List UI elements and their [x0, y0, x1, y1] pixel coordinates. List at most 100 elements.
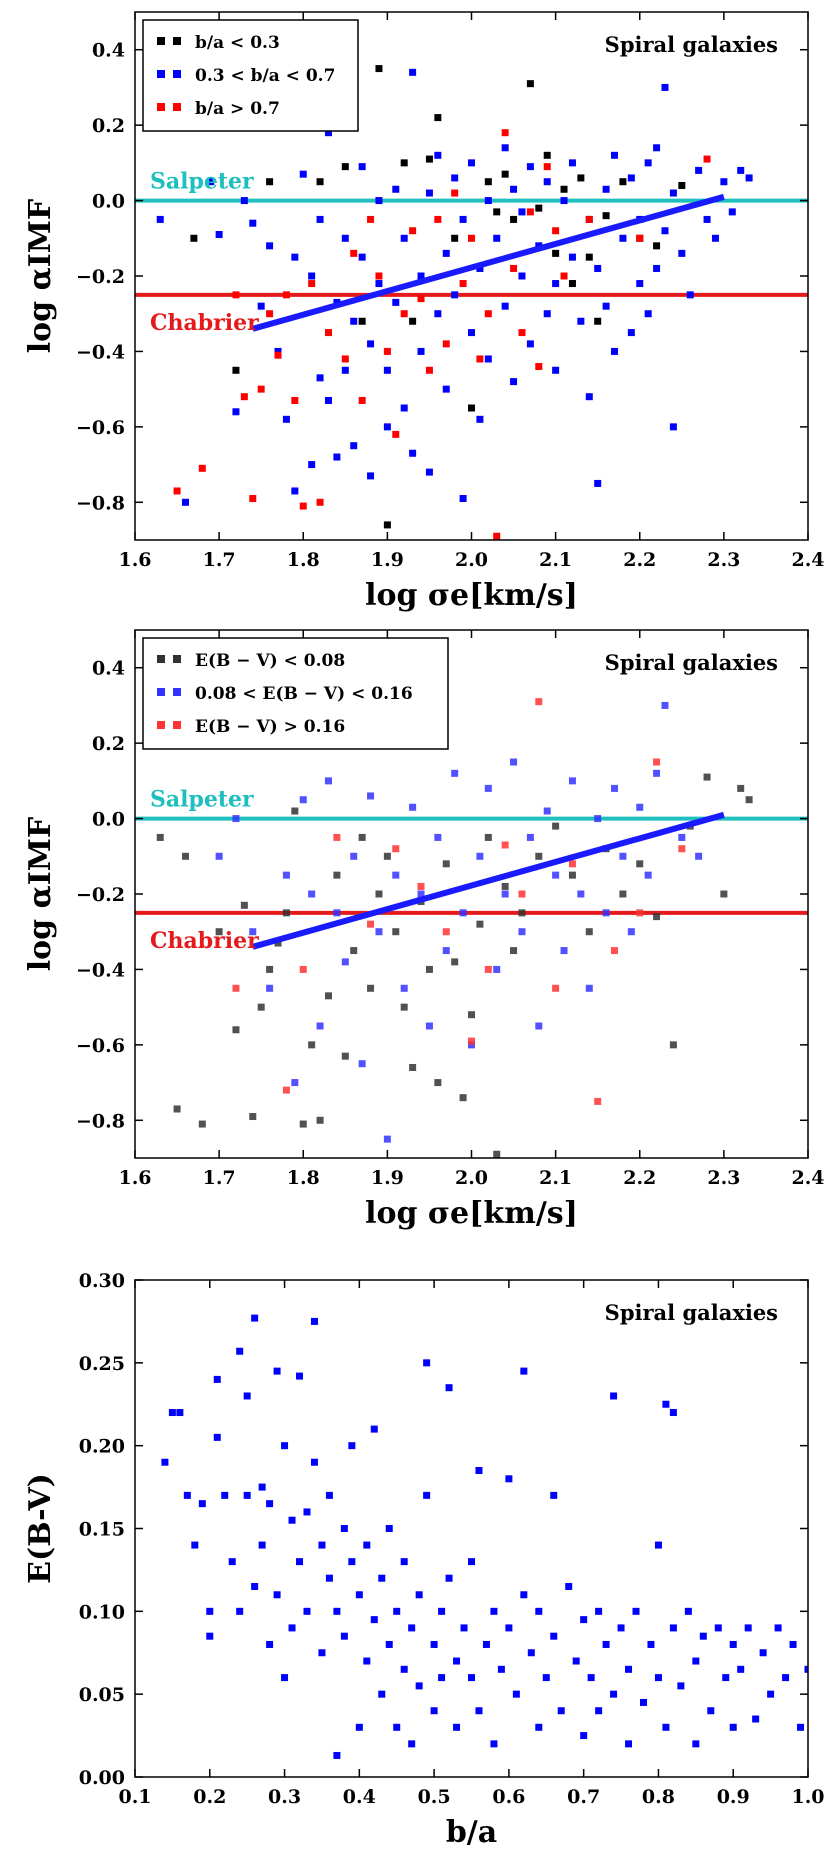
data-point-series-0 — [490, 1607, 498, 1615]
data-point-series-1 — [324, 396, 332, 404]
data-point-series-1 — [358, 1060, 366, 1068]
data-point-series-0 — [243, 1491, 251, 1499]
data-point-series-1 — [409, 449, 417, 457]
data-points — [156, 65, 753, 540]
y-tick-label: 0.20 — [79, 1436, 125, 1458]
data-point-series-0 — [221, 1491, 229, 1499]
data-point-series-1 — [468, 159, 475, 167]
data-point-series-1 — [409, 803, 417, 811]
data-point-series-1 — [341, 234, 349, 242]
data-point-series-1 — [493, 965, 501, 973]
x-tick-label: 0.4 — [343, 1786, 376, 1808]
data-point-series-0 — [543, 151, 551, 159]
data-point-series-1 — [695, 852, 703, 860]
data-point-series-1 — [299, 796, 307, 804]
data-point-series-2 — [451, 189, 459, 197]
data-point-series-0 — [251, 1314, 259, 1322]
data-point-series-0 — [677, 1682, 685, 1690]
data-point-series-1 — [476, 415, 484, 423]
data-point-series-1 — [400, 234, 408, 242]
data-point-series-0 — [722, 1674, 730, 1682]
data-point-series-0 — [341, 1052, 349, 1060]
data-point-series-2 — [417, 882, 425, 890]
data-point-series-0 — [501, 170, 509, 178]
y-tick-label: −0.6 — [76, 417, 125, 439]
data-point-series-0 — [333, 1751, 341, 1759]
data-point-series-0 — [303, 1607, 311, 1615]
x-tick-label: 0.7 — [567, 1786, 600, 1808]
x-tick-label: 0.9 — [717, 1786, 750, 1808]
data-point-series-1 — [341, 958, 349, 966]
data-point-series-0 — [423, 1359, 431, 1367]
data-point-series-0 — [804, 1665, 808, 1673]
data-point-series-0 — [316, 178, 324, 186]
data-point-series-1 — [602, 302, 610, 310]
data-point-series-0 — [797, 1723, 805, 1731]
data-point-series-2 — [526, 208, 534, 216]
y-tick-label: 0.2 — [92, 733, 125, 755]
data-point-series-1 — [619, 852, 627, 860]
data-point-series-2 — [409, 227, 417, 235]
data-point-series-2 — [316, 498, 324, 506]
data-point-series-2 — [392, 845, 400, 853]
data-point-series-0 — [273, 1367, 281, 1375]
data-point-series-2 — [324, 329, 332, 337]
data-point-series-1 — [568, 253, 576, 261]
x-tick-label: 2.0 — [455, 1167, 488, 1189]
data-point-series-1 — [425, 1022, 433, 1030]
data-point-series-0 — [232, 1026, 240, 1034]
data-point-series-1 — [400, 984, 408, 992]
data-point-series-1 — [510, 758, 518, 766]
y-tick-label: −0.8 — [76, 1110, 125, 1132]
data-point-series-0 — [355, 1591, 363, 1599]
data-point-series-1 — [375, 928, 383, 936]
data-points — [161, 1314, 808, 1759]
data-point-series-0 — [636, 860, 644, 868]
x-tick-label: 2.4 — [791, 549, 824, 571]
data-point-series-1 — [409, 68, 417, 76]
data-point-series-1 — [661, 701, 669, 709]
data-point-series-2 — [518, 890, 526, 898]
data-point-series-0 — [370, 1425, 378, 1433]
data-point-series-0 — [213, 1433, 221, 1441]
data-point-series-1 — [594, 815, 602, 823]
chart-svg-ebv-vs-ba: 0.1 0.2 0.3 0.4 0.5 0.6 0.7 0.8 0.9 1.0 0.00 0.05 0.… — [23, 1270, 825, 1850]
y-tick-label: 0.00 — [79, 1767, 125, 1789]
data-point-series-1 — [282, 415, 290, 423]
ref-label-salpeter: Salpeter — [150, 787, 254, 813]
data-point-series-0 — [291, 807, 299, 815]
data-point-series-0 — [350, 947, 358, 955]
data-point-series-1 — [619, 234, 627, 242]
data-point-series-1 — [442, 947, 450, 955]
data-point-series-2 — [543, 163, 551, 171]
data-point-series-0 — [684, 1607, 692, 1615]
data-point-series-0 — [510, 947, 518, 955]
data-point-series-0 — [468, 404, 475, 412]
data-point-series-0 — [400, 1665, 408, 1673]
data-point-series-0 — [340, 1632, 348, 1640]
annotation-spiral-galaxies: Spiral galaxies — [605, 32, 778, 57]
data-point-series-0 — [232, 366, 240, 374]
x-tick-label: 0.6 — [492, 1786, 525, 1808]
x-tick-label: 2.2 — [623, 1167, 656, 1189]
plot-frame — [134, 1279, 809, 1778]
data-point-series-1 — [291, 253, 299, 261]
data-point-series-1 — [669, 423, 677, 431]
data-point-series-0 — [249, 1113, 257, 1121]
data-point-series-1 — [695, 166, 703, 174]
data-point-series-2 — [484, 310, 492, 318]
data-point-series-1 — [560, 197, 568, 205]
ref-label-chabrier: Chabrier — [150, 928, 259, 954]
data-point-series-2 — [299, 965, 307, 973]
data-point-series-2 — [232, 291, 240, 299]
data-point-series-1 — [510, 378, 518, 386]
x-tick-label: 1.9 — [371, 549, 404, 571]
data-point-series-0 — [198, 1120, 206, 1128]
data-point-series-0 — [619, 178, 627, 186]
data-point-series-1 — [686, 291, 694, 299]
data-point-series-0 — [468, 1011, 475, 1019]
data-point-series-1 — [526, 833, 534, 841]
data-point-series-0 — [370, 1616, 378, 1624]
data-point-series-0 — [501, 882, 509, 890]
data-point-series-0 — [415, 1682, 423, 1690]
